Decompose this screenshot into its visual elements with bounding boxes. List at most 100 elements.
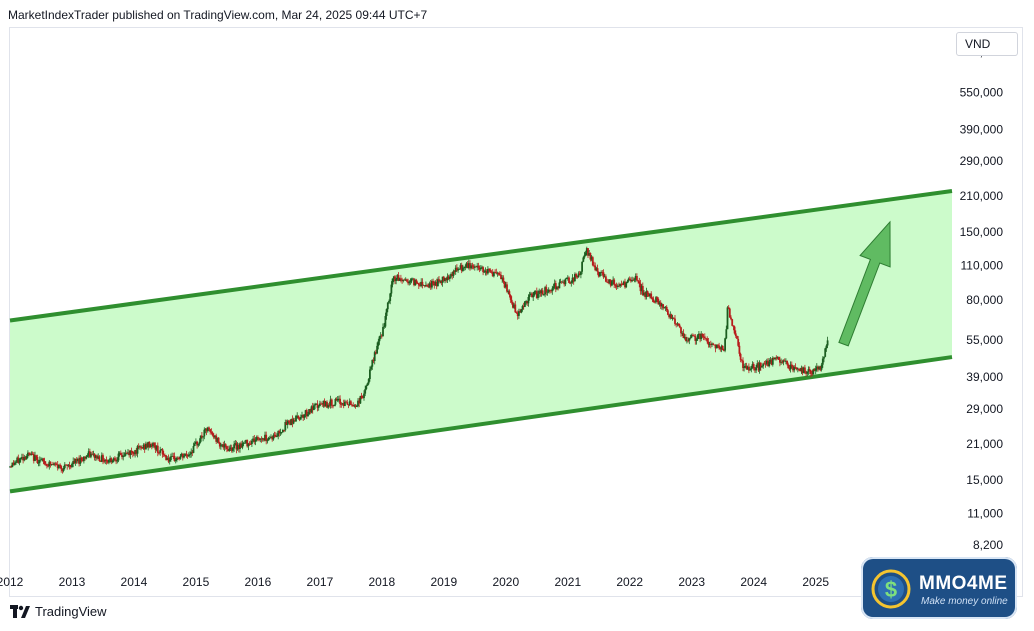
candle-body: [689, 337, 692, 339]
candle-body: [785, 361, 787, 362]
x-tick-label: 2012: [0, 575, 24, 589]
candle-body: [768, 361, 771, 367]
candle-body: [332, 405, 334, 407]
candle-body: [402, 279, 405, 281]
candle-body: [496, 272, 499, 274]
candle-body: [764, 363, 767, 365]
candle-body: [134, 450, 136, 455]
candle-body: [782, 360, 785, 363]
candle-body: [589, 253, 592, 260]
y-tick-label: 110,000: [961, 259, 1004, 273]
candle-body: [358, 400, 361, 404]
candle-body: [488, 269, 490, 270]
candle-body: [774, 357, 776, 360]
x-tick-label: 2020: [492, 575, 519, 589]
up-arrow-icon: [838, 220, 891, 347]
candle-body: [348, 401, 351, 406]
candle-body: [515, 312, 518, 314]
candle-body: [421, 281, 424, 286]
candle-body: [676, 323, 679, 325]
candle-body: [375, 352, 377, 354]
candle-body: [758, 362, 761, 371]
candle-body: [90, 453, 92, 457]
candle-body: [119, 452, 122, 456]
candle-body: [301, 415, 303, 418]
candle-body: [699, 333, 701, 340]
candle-body: [493, 272, 495, 277]
candle-body: [611, 281, 613, 286]
candle-body: [177, 457, 179, 459]
candle-body: [754, 368, 756, 371]
candle-body: [15, 461, 17, 463]
candle-body: [605, 276, 607, 282]
candle-body: [22, 457, 24, 461]
candle-body: [172, 456, 175, 457]
candle-body: [258, 438, 260, 440]
candle-body: [35, 455, 38, 457]
candle-body: [53, 463, 55, 465]
candle-body: [259, 438, 262, 440]
candle-body: [254, 439, 257, 442]
candle-body: [43, 461, 46, 464]
candle-body: [248, 443, 251, 445]
candle-body: [378, 336, 381, 342]
candle-body: [528, 294, 531, 297]
candle-body: [292, 420, 295, 424]
candle-body: [203, 429, 206, 437]
candle-body: [466, 263, 469, 268]
candle-body: [77, 458, 79, 462]
candle-body: [193, 443, 196, 446]
candle-body: [540, 290, 543, 294]
candle-body: [251, 440, 253, 444]
candle-body: [593, 265, 595, 267]
candle-body: [643, 292, 645, 296]
candle-body: [85, 456, 88, 459]
candle-body: [711, 343, 713, 345]
candle-body: [326, 401, 328, 408]
candle-body: [109, 458, 111, 460]
y-tick-label: 11,000: [967, 506, 1003, 520]
candle-body: [252, 438, 254, 441]
candle-body: [507, 291, 510, 292]
candle-body: [431, 281, 433, 288]
candle-body: [762, 363, 765, 367]
candle-body: [345, 401, 347, 403]
candle-body: [684, 337, 687, 341]
candle-body: [438, 279, 440, 282]
candle-body: [794, 366, 797, 368]
currency-label[interactable]: VND: [956, 32, 1018, 56]
candle-body: [632, 279, 635, 281]
candle-body: [425, 285, 427, 287]
candle-body: [411, 278, 414, 280]
candle-body: [426, 285, 428, 287]
candle-body: [376, 345, 378, 354]
candle-body: [552, 286, 555, 289]
y-tick-label: 29,000: [966, 402, 1003, 416]
candle-body: [314, 404, 316, 406]
candle-body: [98, 456, 101, 461]
candle-body: [37, 462, 40, 464]
candle-body: [433, 283, 436, 286]
candle-body: [30, 453, 33, 456]
candle-body: [285, 422, 288, 425]
candle-body: [634, 276, 637, 280]
candle-body: [206, 427, 209, 432]
tradingview-logo[interactable]: TradingView: [10, 604, 107, 619]
candle-body: [273, 434, 276, 436]
candle-body: [616, 285, 619, 287]
candle-body: [669, 314, 672, 318]
candle-body: [537, 293, 539, 298]
candle-body: [575, 274, 577, 277]
y-tick-label: 210,000: [960, 189, 1004, 203]
svg-text:$: $: [885, 577, 897, 602]
candle-body: [100, 455, 103, 462]
candle-body: [771, 358, 774, 365]
candle-body: [733, 326, 736, 334]
candle-body: [108, 460, 110, 463]
candle-body: [413, 278, 415, 286]
candle-body: [267, 437, 270, 441]
candle-body: [541, 290, 544, 295]
candle-body: [72, 461, 75, 464]
candle-body: [84, 456, 86, 459]
